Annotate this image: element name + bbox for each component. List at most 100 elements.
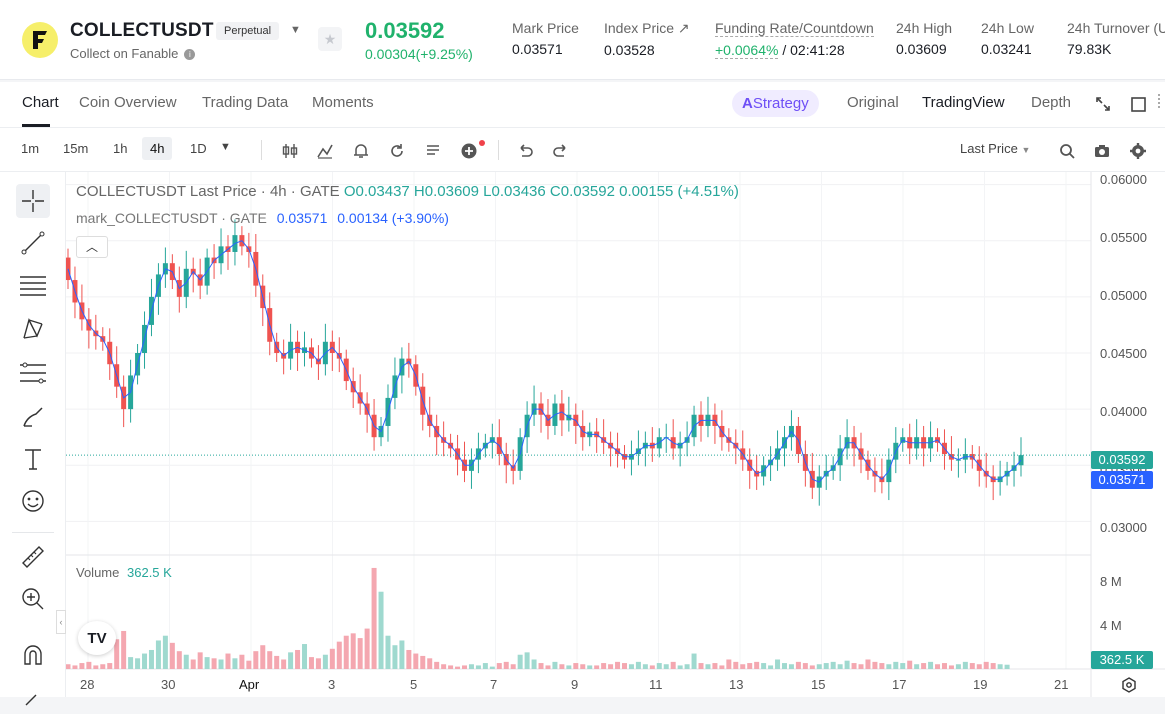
funding-countdown: / 02:41:28 — [782, 42, 845, 58]
tab-depth[interactable]: Depth — [1031, 94, 1072, 111]
crosshair-tool-icon[interactable] — [16, 184, 50, 218]
volume-bar — [587, 665, 593, 669]
add-icon[interactable] — [460, 142, 478, 160]
legend-change: 0.00155 (+4.51%) — [619, 183, 739, 200]
templates-icon[interactable] — [424, 142, 442, 160]
magnet-tool-icon[interactable] — [16, 638, 50, 672]
stat-index-price[interactable]: Index Price ↗ 0.03528 — [604, 20, 690, 58]
volume-bar — [628, 664, 634, 669]
volume-bar — [733, 661, 739, 669]
timeframe-4h[interactable]: 4h — [142, 137, 173, 160]
candlestick-chart[interactable] — [66, 172, 1165, 697]
collapse-sidebar-icon[interactable]: ‹ — [56, 610, 66, 634]
timeframe-15m[interactable]: 15m — [63, 141, 89, 156]
pattern-tool-icon[interactable] — [16, 312, 50, 346]
search-icon[interactable] — [1058, 142, 1076, 160]
volume-bar — [955, 664, 961, 669]
volume-bar — [907, 660, 913, 669]
last-price-tag: 0.03592 — [1091, 451, 1153, 469]
volume-bar — [670, 661, 676, 669]
volume-bar — [712, 663, 718, 669]
volume-bar — [601, 663, 607, 669]
volume-bar — [809, 665, 815, 669]
ruler-tool-icon[interactable] — [16, 540, 50, 574]
stat-funding-rate[interactable]: Funding Rate/Countdown +0.0064% / 02:41:… — [715, 20, 874, 59]
redo-icon[interactable] — [552, 142, 570, 160]
tab-moments[interactable]: Moments — [312, 94, 374, 111]
tab-tradingview[interactable]: TradingView — [922, 94, 1005, 111]
tradingview-logo-icon[interactable]: TV — [78, 621, 116, 655]
legend-high: H0.03609 — [413, 183, 479, 200]
chart-toolbar: 1m 15m 1h 4h 1D ▼ Last Price ▼ — [0, 128, 1165, 172]
timeframe-dropdown-icon[interactable]: ▼ — [220, 141, 231, 153]
sidebar-divider — [12, 532, 54, 533]
volume-bar — [726, 659, 732, 669]
chart-settings-icon[interactable] — [1120, 676, 1138, 694]
replay-icon[interactable] — [388, 142, 406, 160]
mark-series-legend: mark_COLLECTUSDT · GATE 0.03571 0.00134 … — [76, 210, 449, 226]
collapse-legend-button[interactable]: ︿ — [76, 236, 108, 258]
fib-tool-icon[interactable] — [16, 356, 50, 390]
stat-mark-price: Mark Price 0.03571 — [512, 20, 579, 57]
timeframe-1m[interactable]: 1m — [21, 141, 40, 156]
legend-low: L0.03436 — [483, 183, 546, 200]
volume-bar — [740, 664, 746, 669]
chart-area[interactable]: COLLECTUSDT Last Price · 4h · GATE O0.03… — [66, 172, 1165, 697]
volume-bar — [531, 659, 537, 669]
volume-bar — [72, 665, 78, 669]
lock-tool-icon[interactable] — [16, 680, 50, 714]
volume-bar — [100, 664, 106, 669]
timeframe-1h[interactable]: 1h — [113, 141, 128, 156]
alert-icon[interactable] — [352, 142, 370, 160]
volume-bar — [538, 663, 544, 669]
volume-bar — [343, 635, 349, 669]
more-icon[interactable] — [1158, 94, 1165, 108]
window-icon[interactable] — [1131, 97, 1146, 112]
volume-bar — [455, 666, 461, 669]
y-tick: 0.03000 — [1100, 520, 1147, 535]
volume-bar — [190, 659, 196, 669]
tab-chart[interactable]: Chart — [22, 94, 59, 111]
strategy-button[interactable]: AStrategy — [732, 90, 819, 117]
text-tool-icon[interactable] — [16, 442, 50, 476]
settings-gear-icon[interactable] — [1129, 142, 1147, 160]
y-tick: 0.06000 — [1100, 172, 1147, 187]
volume-bar — [872, 661, 878, 669]
volume-bar — [176, 651, 182, 669]
candle-body — [955, 459, 961, 461]
volume-bar — [232, 658, 238, 669]
x-tick: 21 — [1054, 677, 1069, 692]
volume-bar — [239, 654, 245, 669]
indicators-icon[interactable] — [316, 142, 334, 160]
mark-legend-change: 0.00134 (+3.90%) — [337, 210, 449, 226]
fullscreen-icon[interactable] — [1095, 96, 1111, 112]
volume-bar — [128, 657, 134, 669]
horizontal-lines-tool-icon[interactable] — [16, 268, 50, 302]
volume-bar — [357, 638, 363, 669]
info-icon[interactable]: i — [184, 49, 196, 60]
volume-value: 362.5 K — [127, 565, 172, 580]
symbol-dropdown-icon[interactable]: ▼ — [290, 24, 301, 36]
volume-bar — [802, 663, 808, 669]
candle-type-icon[interactable] — [281, 142, 299, 160]
tab-coin-overview[interactable]: Coin Overview — [79, 94, 177, 111]
tab-trading-data[interactable]: Trading Data — [202, 94, 289, 111]
volume-bar — [510, 664, 516, 669]
trend-line-tool-icon[interactable] — [16, 226, 50, 260]
timeframe-1d[interactable]: 1D — [190, 141, 207, 156]
volume-bar — [768, 665, 774, 669]
volume-bar — [142, 653, 148, 669]
zoom-in-tool-icon[interactable] — [16, 582, 50, 616]
price-type-select[interactable]: Last Price ▼ — [960, 141, 1031, 156]
volume-bar — [851, 663, 857, 669]
volume-bar — [865, 659, 871, 669]
camera-icon[interactable] — [1093, 142, 1111, 160]
symbol-name[interactable]: COLLECTUSDT — [70, 20, 214, 41]
tab-original[interactable]: Original — [847, 94, 899, 111]
favorite-star-icon[interactable]: ★ — [318, 27, 342, 51]
brush-tool-icon[interactable] — [16, 400, 50, 434]
emoji-tool-icon[interactable] — [16, 484, 50, 518]
volume-bar — [656, 663, 662, 669]
undo-icon[interactable] — [516, 142, 534, 160]
volume-bar — [795, 661, 801, 669]
